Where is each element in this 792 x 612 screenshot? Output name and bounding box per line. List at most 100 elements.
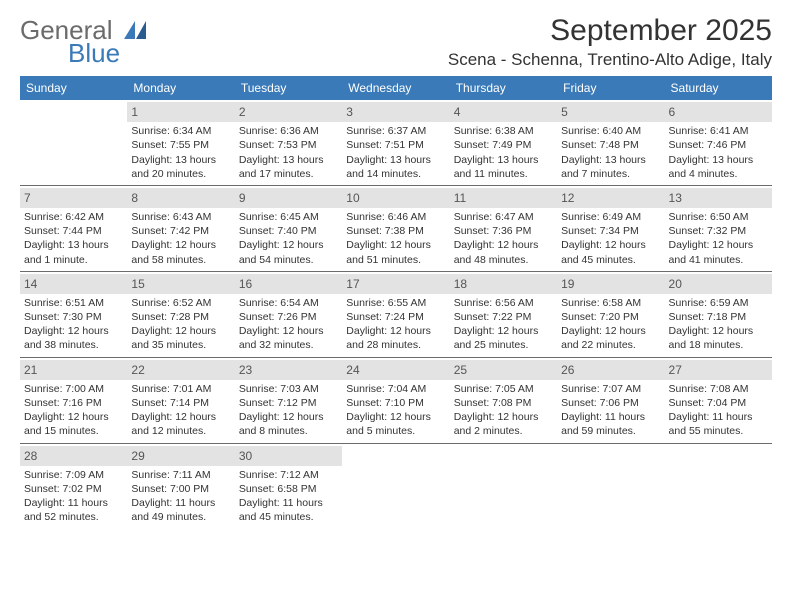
sunrise-text: Sunrise: 7:08 AM [669,382,768,396]
page-header: General Blue September 2025 Scena - Sche… [20,14,772,70]
calendar-cell: 2Sunrise: 6:36 AMSunset: 7:53 PMDaylight… [235,100,342,185]
sunrise-text: Sunrise: 6:49 AM [561,210,660,224]
weekday-header: Friday [557,76,664,100]
daylight1-text: Daylight: 12 hours [239,238,338,252]
daylight2-text: and 49 minutes. [131,510,230,524]
sunset-text: Sunset: 7:28 PM [131,310,230,324]
daylight1-text: Daylight: 12 hours [131,410,230,424]
day-number: 15 [127,274,234,294]
daylight2-text: and 45 minutes. [239,510,338,524]
calendar: Sunday Monday Tuesday Wednesday Thursday… [20,76,772,528]
calendar-cell: 3Sunrise: 6:37 AMSunset: 7:51 PMDaylight… [342,100,449,185]
calendar-cell: 9Sunrise: 6:45 AMSunset: 7:40 PMDaylight… [235,186,342,271]
daylight2-text: and 41 minutes. [669,253,768,267]
daylight1-text: Daylight: 13 hours [454,153,553,167]
daylight1-text: Daylight: 12 hours [131,238,230,252]
sunset-text: Sunset: 7:49 PM [454,138,553,152]
sunset-text: Sunset: 7:48 PM [561,138,660,152]
day-number: 30 [235,446,342,466]
sunrise-text: Sunrise: 7:03 AM [239,382,338,396]
sunrise-text: Sunrise: 6:52 AM [131,296,230,310]
sunset-text: Sunset: 7:22 PM [454,310,553,324]
calendar-cell: 17Sunrise: 6:55 AMSunset: 7:24 PMDayligh… [342,272,449,357]
calendar-cell: 26Sunrise: 7:07 AMSunset: 7:06 PMDayligh… [557,358,664,443]
calendar-cell: 16Sunrise: 6:54 AMSunset: 7:26 PMDayligh… [235,272,342,357]
sunrise-text: Sunrise: 7:11 AM [131,468,230,482]
calendar-cell: 6Sunrise: 6:41 AMSunset: 7:46 PMDaylight… [665,100,772,185]
sunset-text: Sunset: 7:12 PM [239,396,338,410]
daylight1-text: Daylight: 12 hours [346,324,445,338]
sunrise-text: Sunrise: 7:04 AM [346,382,445,396]
daylight2-text: and 20 minutes. [131,167,230,181]
calendar-cell: 8Sunrise: 6:43 AMSunset: 7:42 PMDaylight… [127,186,234,271]
daylight2-text: and 14 minutes. [346,167,445,181]
daylight1-text: Daylight: 12 hours [346,238,445,252]
daylight2-text: and 17 minutes. [239,167,338,181]
day-number: 10 [342,188,449,208]
daylight1-text: Daylight: 13 hours [24,238,123,252]
daylight1-text: Daylight: 12 hours [24,324,123,338]
day-number: 8 [127,188,234,208]
sunrise-text: Sunrise: 7:09 AM [24,468,123,482]
daylight1-text: Daylight: 12 hours [561,238,660,252]
calendar-cell: 15 Sunrise: 6:52 AMSunset: 7:28 PMDayligh… [127,272,234,357]
calendar-cell: 4Sunrise: 6:38 AMSunset: 7:49 PMDaylight… [450,100,557,185]
calendar-cell: 23Sunrise: 7:03 AMSunset: 7:12 PMDayligh… [235,358,342,443]
daylight1-text: Daylight: 12 hours [454,410,553,424]
calendar-cell: 1Sunrise: 6:34 AMSunset: 7:55 PMDaylight… [127,100,234,185]
daylight2-text: and 12 minutes. [131,424,230,438]
daylight2-text: and 18 minutes. [669,338,768,352]
calendar-week: 14Sunrise: 6:51 AMSunset: 7:30 PMDayligh… [20,272,772,358]
daylight1-text: Daylight: 13 hours [131,153,230,167]
calendar-cell [557,444,664,529]
sunset-text: Sunset: 7:44 PM [24,224,123,238]
calendar-week: 21Sunrise: 7:00 AMSunset: 7:16 PMDayligh… [20,358,772,444]
sunset-text: Sunset: 7:26 PM [239,310,338,324]
daylight1-text: Daylight: 11 hours [669,410,768,424]
weekday-header: Saturday [665,76,772,100]
daylight1-text: Daylight: 11 hours [24,496,123,510]
day-number: 11 [450,188,557,208]
sunrise-text: Sunrise: 7:01 AM [131,382,230,396]
calendar-cell: 14Sunrise: 6:51 AMSunset: 7:30 PMDayligh… [20,272,127,357]
sunset-text: Sunset: 7:20 PM [561,310,660,324]
logo: General Blue [20,18,146,65]
weekday-header-row: Sunday Monday Tuesday Wednesday Thursday… [20,76,772,100]
sunset-text: Sunset: 7:53 PM [239,138,338,152]
calendar-cell: 25Sunrise: 7:05 AMSunset: 7:08 PMDayligh… [450,358,557,443]
day-number: 28 [20,446,127,466]
sunrise-text: Sunrise: 7:00 AM [24,382,123,396]
daylight2-text: and 55 minutes. [669,424,768,438]
daylight2-text: and 2 minutes. [454,424,553,438]
day-number: 20 [665,274,772,294]
daylight2-text: and 22 minutes. [561,338,660,352]
daylight1-text: Daylight: 12 hours [239,324,338,338]
sunrise-text: Sunrise: 6:54 AM [239,296,338,310]
sunrise-text: Sunrise: 6:46 AM [346,210,445,224]
day-number: 13 [665,188,772,208]
sunrise-text: Sunrise: 6:41 AM [669,124,768,138]
calendar-week: 28Sunrise: 7:09 AMSunset: 7:02 PMDayligh… [20,444,772,529]
daylight1-text: Daylight: 13 hours [346,153,445,167]
daylight1-text: Daylight: 12 hours [131,324,230,338]
sunset-text: Sunset: 7:38 PM [346,224,445,238]
calendar-cell: 29Sunrise: 7:11 AMSunset: 7:00 PMDayligh… [127,444,234,529]
sunset-text: Sunset: 7:24 PM [346,310,445,324]
weekday-header: Monday [127,76,234,100]
day-number: 25 [450,360,557,380]
logo-text: General Blue [20,18,146,65]
daylight2-text: and 51 minutes. [346,253,445,267]
day-number: 21 [20,360,127,380]
daylight1-text: Daylight: 11 hours [239,496,338,510]
calendar-cell: 18Sunrise: 6:56 AMSunset: 7:22 PMDayligh… [450,272,557,357]
sunset-text: Sunset: 7:02 PM [24,482,123,496]
daylight1-text: Daylight: 13 hours [561,153,660,167]
daylight2-text: and 45 minutes. [561,253,660,267]
day-number: 27 [665,360,772,380]
sunrise-text: Sunrise: 6:43 AM [131,210,230,224]
calendar-cell: 7Sunrise: 6:42 AMSunset: 7:44 PMDaylight… [20,186,127,271]
day-number: 12 [557,188,664,208]
daylight1-text: Daylight: 12 hours [454,324,553,338]
calendar-cell [665,444,772,529]
daylight1-text: Daylight: 12 hours [346,410,445,424]
